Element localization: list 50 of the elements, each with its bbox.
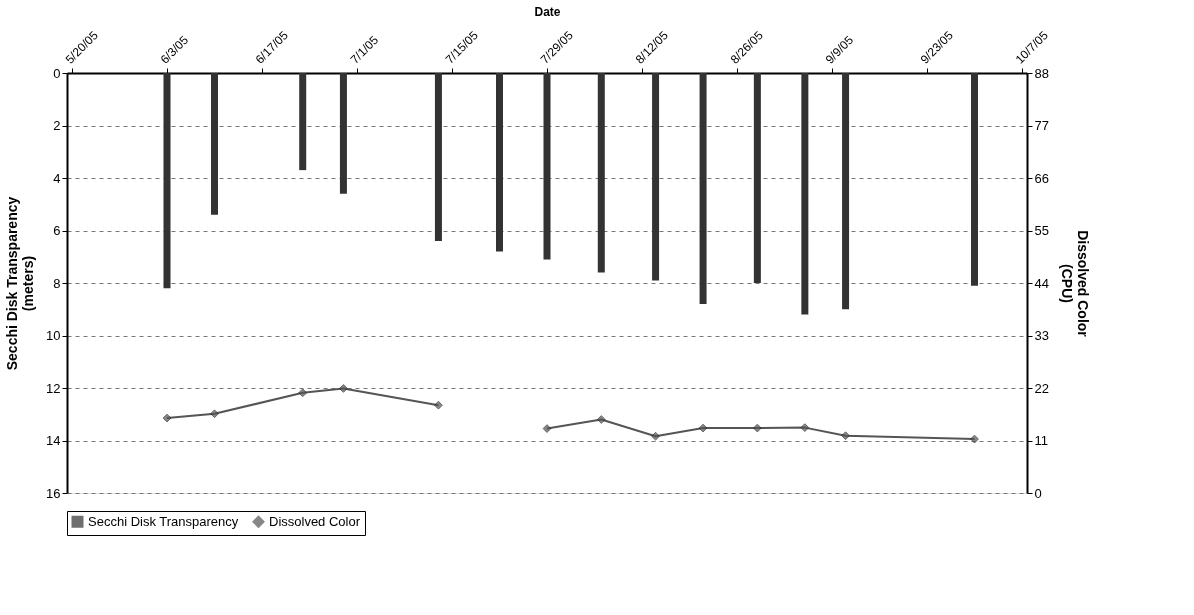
bar: [163, 73, 171, 289]
y2-tick-label: 77: [1034, 118, 1049, 133]
point: [542, 424, 552, 433]
point: [841, 431, 850, 441]
bar: [496, 73, 503, 252]
y-tick-label: 4: [53, 170, 61, 186]
point: [752, 423, 762, 433]
y2-tick-label: 55: [1034, 223, 1049, 238]
y-tick-label: 10: [46, 328, 61, 343]
bar: [434, 73, 442, 241]
bar: [597, 73, 605, 273]
y2-tick-label: 22: [1034, 380, 1049, 396]
y-tick-label: 16: [46, 485, 61, 501]
point: [162, 413, 172, 423]
y-tick-label: 6: [53, 223, 61, 238]
y-tick-label: 8: [53, 275, 61, 291]
point: [434, 400, 443, 410]
x-axis-title: Date: [534, 5, 561, 19]
point: [339, 384, 348, 393]
y-tick-label: 14: [46, 433, 61, 448]
y2-tick-label: 88: [1034, 65, 1049, 81]
legend-label: Secchi Disk Transparency: [88, 513, 239, 529]
y2-tick-label: 0: [1034, 485, 1042, 501]
y2-tick-label: 33: [1034, 328, 1049, 343]
point: [596, 415, 606, 424]
legend-label: Dissolved Color: [269, 513, 361, 529]
bar: [211, 73, 218, 215]
point: [651, 431, 660, 441]
point: [698, 423, 708, 433]
point: [210, 409, 219, 419]
bar: [652, 73, 660, 281]
y2-tick-label: 44: [1034, 275, 1049, 291]
y-tick-label: 2: [53, 118, 61, 133]
y2-axis-title: Dissolved Color (CPU): [1058, 230, 1091, 338]
bar: [299, 73, 307, 171]
bar: [339, 73, 347, 194]
y2-tick-label: 11: [1034, 433, 1048, 448]
bar: [801, 73, 809, 315]
point: [970, 434, 979, 444]
point: [800, 423, 810, 432]
bar: [699, 73, 707, 304]
bar: [971, 73, 978, 286]
y-tick-label: 12: [46, 380, 61, 396]
bar: [753, 73, 761, 283]
y-axis-title: Secchi Disk Transparency (meters): [4, 196, 37, 371]
y2-tick-label: 66: [1034, 170, 1049, 186]
bar: [543, 73, 551, 260]
bar: [842, 73, 850, 310]
y-tick-label: 0: [53, 65, 61, 81]
point: [298, 388, 308, 398]
